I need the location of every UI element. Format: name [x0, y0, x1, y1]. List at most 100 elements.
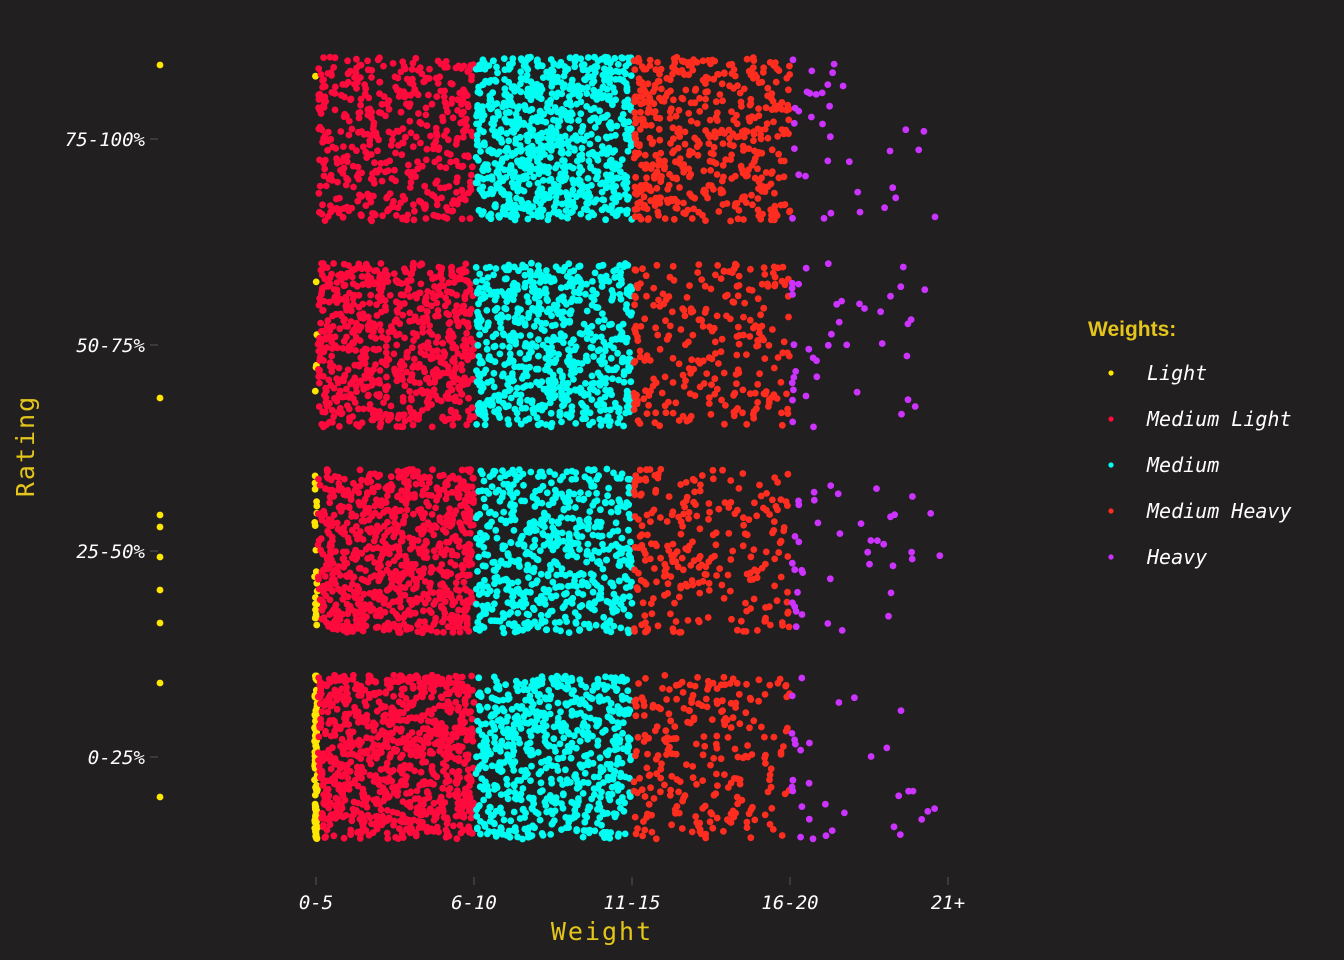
medium-point	[626, 593, 633, 600]
medium-light-point	[328, 345, 336, 352]
medium-point	[616, 498, 624, 506]
medium-light-point	[407, 596, 415, 604]
medium-light-point	[390, 671, 398, 679]
medium-point	[493, 684, 500, 692]
medium-point	[576, 366, 584, 374]
medium-light-point	[466, 215, 474, 222]
light-point	[312, 828, 319, 835]
medium-light-point	[344, 402, 351, 409]
medium-light-point	[436, 163, 444, 171]
medium-light-point	[460, 719, 467, 727]
medium-point	[525, 354, 532, 362]
medium-point	[502, 519, 510, 527]
medium-point	[572, 694, 580, 702]
medium-light-point	[411, 767, 418, 775]
medium-light-point	[330, 413, 337, 421]
medium-point	[610, 469, 617, 477]
medium-point	[618, 470, 626, 478]
medium-light-point	[407, 172, 415, 180]
medium-light-point	[367, 574, 375, 581]
medium-point	[566, 570, 574, 577]
medium-light-point	[435, 213, 443, 221]
medium-light-point	[456, 594, 463, 601]
medium-point	[601, 498, 609, 506]
medium-light-point	[339, 750, 347, 758]
medium-point	[499, 542, 507, 549]
medium-light-point	[347, 380, 354, 388]
medium-light-point	[454, 376, 462, 383]
medium-point	[529, 304, 536, 312]
medium-light-point	[384, 816, 392, 824]
medium-light-point	[441, 302, 449, 310]
medium-point	[627, 554, 634, 562]
medium-point	[554, 755, 562, 762]
medium-point	[605, 389, 613, 397]
medium-light-point	[388, 175, 396, 182]
medium-point	[484, 703, 491, 711]
light-point	[312, 706, 320, 714]
medium-light-point	[422, 293, 430, 301]
medium-light-point	[405, 493, 413, 501]
medium-point	[507, 557, 515, 564]
medium-point	[542, 285, 549, 293]
medium-light-point	[439, 784, 447, 792]
medium-point	[609, 608, 617, 616]
medium-light-point	[450, 551, 457, 558]
medium-point	[603, 620, 611, 627]
medium-light-point	[378, 100, 386, 108]
medium-point	[486, 263, 494, 271]
medium-light-point	[403, 91, 411, 99]
medium-light-point	[323, 581, 331, 588]
medium-light-point	[443, 127, 451, 135]
medium-light-point	[341, 393, 349, 400]
medium-light-point	[374, 56, 382, 64]
medium-light-point	[382, 764, 390, 772]
medium-point	[490, 369, 498, 377]
medium-light-point	[401, 612, 408, 620]
medium-point	[594, 401, 601, 409]
medium-light-point	[434, 333, 442, 341]
medium-point	[483, 742, 490, 750]
medium-light-point	[366, 771, 374, 779]
medium-light-point	[343, 628, 351, 636]
medium-point	[568, 467, 576, 475]
medium-light-point	[315, 762, 323, 770]
medium-point	[591, 682, 598, 689]
medium-point	[572, 504, 579, 511]
medium-point	[599, 310, 606, 317]
medium-light-point	[344, 323, 352, 330]
medium-light-point	[392, 298, 400, 306]
medium-point	[518, 315, 526, 322]
medium-point	[627, 538, 634, 546]
medium-point	[559, 781, 566, 788]
light-point	[312, 805, 319, 813]
medium-light-point	[388, 709, 395, 716]
medium-point	[553, 542, 560, 550]
medium-point	[605, 776, 612, 784]
medium-light-point	[317, 754, 325, 761]
medium-point	[619, 595, 627, 603]
medium-point	[541, 694, 549, 701]
medium-light-point	[349, 162, 357, 170]
medium-point	[501, 304, 509, 312]
medium-point	[614, 508, 622, 516]
medium-light-point	[370, 179, 378, 187]
medium-light-point	[447, 158, 454, 166]
medium-point	[573, 530, 580, 538]
medium-point	[475, 674, 483, 682]
medium-point	[507, 500, 515, 507]
medium-light-point	[332, 780, 339, 788]
medium-light-point	[373, 754, 380, 762]
medium-light-point	[353, 421, 360, 428]
medium-light-point	[356, 482, 364, 490]
medium-point	[476, 783, 484, 791]
medium-point	[546, 710, 554, 718]
medium-light-point	[358, 419, 366, 427]
medium-light-point	[398, 151, 406, 159]
medium-point	[497, 288, 505, 295]
medium-light-point	[328, 352, 336, 360]
medium-light-point	[389, 598, 397, 606]
medium-point	[486, 818, 494, 825]
medium-light-point	[441, 350, 449, 358]
medium-point	[496, 350, 504, 358]
